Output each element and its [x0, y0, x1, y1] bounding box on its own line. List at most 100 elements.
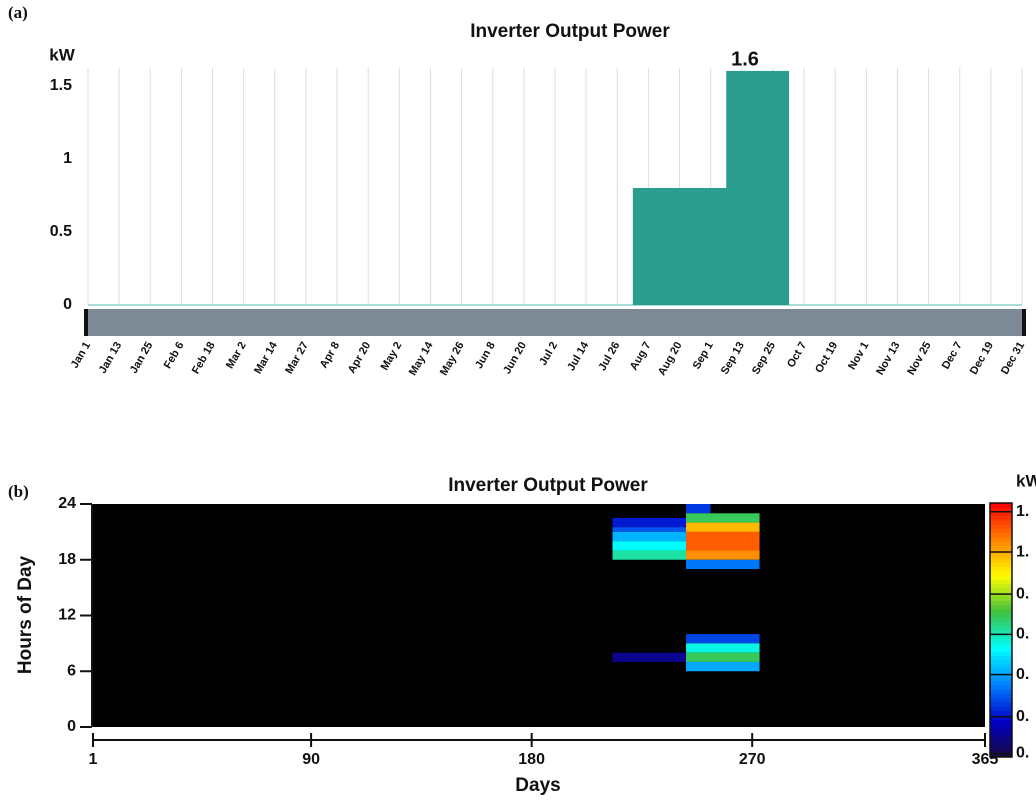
y-tick-label: 0.5 [50, 223, 72, 240]
y-tick-label: 1 [63, 150, 72, 167]
x-tick-label: Jan 1 [69, 340, 93, 370]
colorbar-segment [990, 613, 1012, 618]
x-tick-label: 180 [518, 751, 545, 768]
colorbar-tick-label: 1. [1016, 543, 1029, 560]
colorbar-segment [990, 583, 1012, 589]
navigator-handle [1022, 309, 1026, 336]
heat-cell [612, 652, 687, 662]
colorbar-segment [990, 515, 1012, 521]
y-tick-label: 24 [58, 495, 76, 512]
x-tick-label: Oct 7 [785, 340, 809, 370]
heat-cell [686, 504, 711, 514]
colorbar-segment [990, 663, 1012, 669]
heat-cell [686, 652, 760, 662]
unit-label: kW [49, 45, 75, 64]
colorbar-segment [990, 507, 1012, 512]
colorbar-segment [990, 735, 1012, 741]
heat-cell [612, 527, 687, 532]
colorbar-segment [990, 587, 1012, 593]
colorbar-segment [990, 748, 1012, 754]
x-tick-label: Dec 7 [940, 340, 965, 371]
x-tick-label: Nov 1 [846, 340, 871, 372]
colorbar-segment [990, 710, 1012, 716]
colorbar-segment [990, 503, 1012, 508]
y-axis-label: Hours of Day [15, 555, 36, 674]
y-tick-label: 6 [67, 662, 76, 679]
colorbar-segment [990, 608, 1012, 614]
colorbar-segment [990, 579, 1012, 584]
colorbar-segment [990, 536, 1012, 542]
heat-cell [686, 531, 760, 551]
heat-cell [612, 531, 687, 542]
x-tick-label: Apr 8 [318, 340, 342, 370]
heat-cell [686, 513, 760, 523]
colorbar-segment [990, 574, 1012, 580]
x-tick-label: Mar 14 [252, 339, 280, 376]
area-step [663, 187, 696, 305]
colorbar-segment [990, 532, 1012, 538]
colorbar-segment [990, 604, 1012, 610]
colorbar-segment [990, 689, 1012, 694]
x-tick-label: Nov 13 [874, 340, 902, 377]
x-tick-label: Feb 6 [162, 340, 187, 371]
x-tick-label: Dec 31 [999, 340, 1027, 377]
x-tick-label: Mar 2 [224, 340, 249, 371]
colorbar-segment [990, 701, 1012, 707]
colorbar-segment [990, 752, 1012, 758]
colorbar-tick-label: 0. [1016, 626, 1029, 643]
colorbar-segment [990, 651, 1012, 656]
x-tick-label: Nov 25 [905, 340, 933, 377]
x-tick-label: Jan 25 [128, 340, 156, 376]
navigator [86, 309, 1026, 336]
x-tick-label: Jul 14 [565, 339, 591, 373]
colorbar-segment [990, 668, 1012, 673]
colorbar-tick-label: 0. [1016, 585, 1029, 602]
colorbar-segment [990, 558, 1012, 563]
colorbar-segment [990, 680, 1012, 686]
chart-title: Inverter Output Power [448, 475, 648, 496]
annotation: 1.6 [731, 48, 759, 70]
heat-cell [686, 661, 760, 672]
y-tick-label: 12 [58, 607, 76, 624]
panel-label: (b) [8, 482, 29, 501]
colorbar-frame [989, 502, 1013, 758]
x-tick-label: Jul 26 [596, 340, 622, 373]
x-tick-label: Oct 19 [813, 340, 840, 375]
x-tick-label: Sep 25 [750, 340, 778, 377]
colorbar-tick-label: 0. [1016, 708, 1029, 725]
colorbar-segment [990, 731, 1012, 737]
colorbar-segment [990, 676, 1012, 682]
x-tick-label: 1 [89, 751, 98, 768]
colorbar-segment [990, 638, 1012, 644]
colorbar-segment [990, 600, 1012, 606]
x-tick-label: Aug 20 [656, 340, 685, 378]
x-tick-label: May 14 [407, 339, 436, 378]
colorbar-segment [990, 718, 1012, 724]
colorbar-segment [990, 511, 1012, 517]
colorbar-segment [990, 596, 1012, 601]
navigator-handle [84, 309, 88, 336]
x-axis-label: Days [515, 775, 560, 796]
colorbar-segment [990, 528, 1012, 534]
colorbar-segment [990, 685, 1012, 690]
x-tick-label: Jan 13 [97, 340, 125, 376]
colorbar-segment [990, 566, 1012, 572]
y-tick-label: 0 [67, 718, 76, 735]
y-tick-label: 1.5 [50, 77, 72, 94]
colorbar-segment [990, 570, 1012, 576]
x-tick-label: Jun 8 [473, 340, 498, 371]
heat-cell [612, 517, 687, 528]
colorbar-segment [990, 630, 1012, 635]
chart-title: Inverter Output Power [470, 21, 670, 42]
x-tick-label: Apr 20 [346, 340, 374, 376]
heat-cell [612, 541, 687, 551]
colorbar-segment [990, 617, 1012, 623]
heat-cell [686, 643, 760, 653]
x-tick-label: Aug 7 [628, 340, 654, 372]
colorbar-tick-label: 0. [1016, 745, 1029, 762]
x-tick-label: 270 [739, 751, 766, 768]
colorbar-segment [990, 697, 1012, 703]
colorbar-segment [990, 659, 1012, 665]
x-tick-label: 90 [302, 751, 320, 768]
